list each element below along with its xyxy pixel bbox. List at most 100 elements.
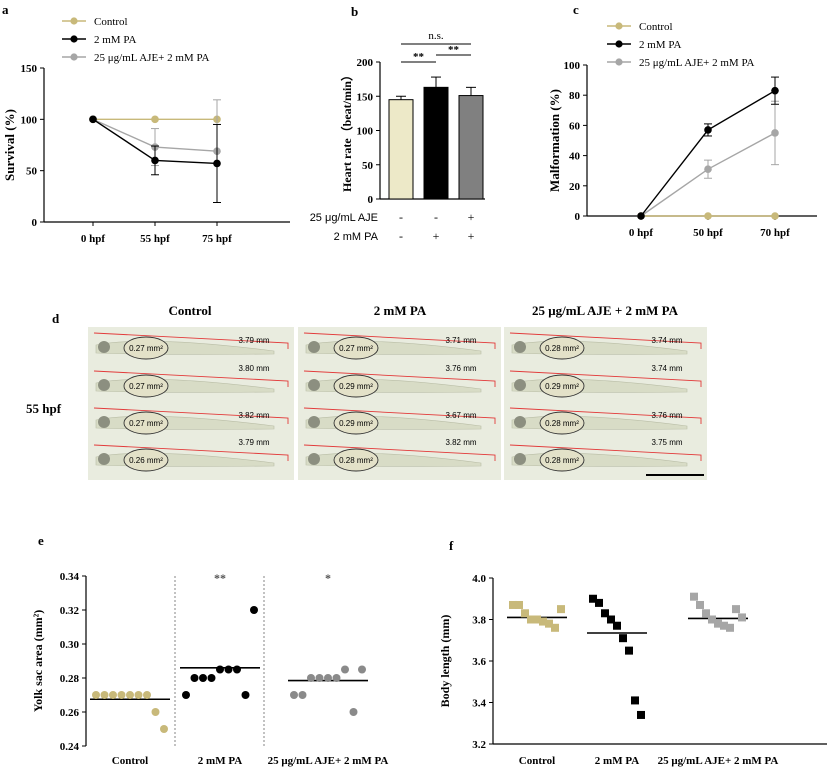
legend-label: 2 mM PA bbox=[639, 39, 681, 51]
data-point bbox=[613, 621, 621, 630]
data-point bbox=[92, 691, 100, 699]
photo-title: 25 μg/mL AJE + 2 mM PA bbox=[532, 303, 679, 318]
row1-sign: + bbox=[468, 210, 475, 224]
panel-letter: e bbox=[38, 533, 44, 548]
y-tick-label: 50 bbox=[362, 160, 374, 172]
yolk-area-label: 0.27 mm² bbox=[129, 382, 163, 391]
larva-eye bbox=[514, 453, 526, 465]
data-point bbox=[182, 691, 190, 699]
row-label-pa: 2 mM PA bbox=[334, 231, 379, 243]
panel-letter: a bbox=[2, 2, 9, 17]
x-tick-label: Control bbox=[112, 755, 148, 767]
data-point bbox=[134, 691, 143, 699]
y-tick-label: 60 bbox=[569, 120, 581, 132]
x-tick-label: 75 hpf bbox=[202, 233, 232, 245]
row-label-aje: 25 μg/mL AJE bbox=[310, 212, 378, 224]
larva-eye bbox=[98, 416, 110, 428]
length-bracket bbox=[93, 407, 289, 424]
bar bbox=[423, 86, 449, 200]
data-point bbox=[117, 691, 126, 699]
legend-marker bbox=[70, 35, 78, 43]
yolk-area-label: 0.28 mm² bbox=[545, 344, 579, 353]
y-tick-label: 0 bbox=[368, 194, 374, 206]
length-bracket bbox=[303, 407, 496, 424]
bar bbox=[458, 95, 484, 200]
yolk-area-label: 0.29 mm² bbox=[545, 382, 579, 391]
larvae-photo: 0.27 mm² 3.79 mm 0.27 mm² 3.80 mm 0.27 mm² 3.… bbox=[88, 327, 294, 480]
yolk-sac-outline bbox=[539, 336, 585, 360]
y-axis-label: Heart rate（beat/min） bbox=[339, 69, 354, 192]
yolk-sac-outline bbox=[539, 374, 585, 398]
data-point bbox=[601, 609, 609, 618]
data-point bbox=[708, 615, 716, 624]
yolk-area-label: 0.29 mm² bbox=[339, 382, 373, 391]
body-length-label: 3.74 mm bbox=[651, 364, 682, 373]
length-bracket bbox=[93, 332, 289, 349]
data-point bbox=[515, 600, 523, 609]
legend-label: 25 μg/mL AJE+ 2 mM PA bbox=[94, 52, 210, 64]
sig-label-1: ** bbox=[413, 51, 425, 63]
data-point bbox=[704, 126, 712, 134]
y-tick-label: 0 bbox=[575, 211, 581, 223]
length-bracket bbox=[509, 370, 702, 387]
data-point bbox=[290, 691, 298, 699]
y-tick-label: 200 bbox=[357, 57, 374, 69]
yolk-sac-outline bbox=[123, 336, 169, 360]
yolk-area-label: 0.27 mm² bbox=[129, 344, 163, 353]
y-tick-label: 0.26 bbox=[60, 707, 80, 719]
body-length-label: 3.76 mm bbox=[445, 364, 476, 373]
y-tick-label: 100 bbox=[21, 114, 38, 126]
x-tick-label: 50 hpf bbox=[693, 227, 723, 239]
data-point bbox=[637, 212, 645, 220]
y-tick-label: 0.24 bbox=[60, 741, 80, 753]
panel-c-malformation-chart: c 0 20 40 60 80 100 0 hpf 50 hpf 70 hpf Malformati… bbox=[547, 2, 817, 239]
yolk-area-label: 0.27 mm² bbox=[339, 344, 373, 353]
y-tick-label: 40 bbox=[569, 151, 581, 163]
data-point bbox=[213, 159, 221, 168]
data-point bbox=[595, 598, 603, 607]
yolk-sac-outline bbox=[123, 374, 169, 398]
y-tick-label: 80 bbox=[569, 90, 581, 102]
data-point bbox=[637, 710, 645, 719]
length-bracket bbox=[303, 370, 496, 387]
panel-d-larvae-images: d 55 hpf Control 2 mM PA 25 μg/mL AJE + 2 mM… bbox=[26, 303, 707, 480]
larva-eye bbox=[98, 341, 110, 353]
data-point bbox=[151, 156, 159, 165]
yolk-area-label: 0.29 mm² bbox=[339, 419, 373, 428]
larva-eye bbox=[308, 416, 320, 428]
larva-eye bbox=[308, 453, 320, 465]
data-point bbox=[126, 691, 134, 699]
data-point bbox=[732, 605, 740, 614]
data-point bbox=[619, 634, 627, 643]
y-axis-label: Malformation (%) bbox=[547, 89, 562, 192]
data-point bbox=[625, 646, 633, 655]
data-point bbox=[233, 665, 241, 674]
x-tick-label: 25 μg/mL AJE+ 2 mM PA bbox=[658, 755, 779, 767]
x-tick-label: 25 μg/mL AJE+ 2 mM PA bbox=[268, 755, 389, 767]
larva-eye bbox=[308, 379, 320, 391]
body-length-label: 3.67 mm bbox=[445, 411, 476, 420]
length-bracket bbox=[93, 370, 289, 387]
data-point bbox=[332, 674, 341, 682]
y-tick-label: 3.2 bbox=[472, 739, 486, 751]
data-point bbox=[545, 619, 553, 628]
panel-letter: f bbox=[449, 538, 454, 553]
body-length-label: 3.80 mm bbox=[238, 364, 269, 373]
y-axis-label: Yolk sac area (mm²) bbox=[31, 610, 45, 712]
data-point bbox=[607, 615, 615, 624]
sig-label: ** bbox=[214, 571, 226, 585]
legend-label: Control bbox=[639, 21, 673, 33]
data-point bbox=[358, 665, 366, 674]
data-point bbox=[720, 621, 728, 630]
data-point bbox=[324, 674, 332, 682]
bar bbox=[388, 99, 414, 200]
y-tick-label: 20 bbox=[569, 181, 581, 193]
data-point bbox=[527, 615, 535, 624]
row1-sign: - bbox=[399, 210, 403, 224]
data-point bbox=[557, 605, 565, 614]
larva-eye bbox=[514, 341, 526, 353]
length-bracket bbox=[303, 332, 496, 349]
yolk-area-label: 0.26 mm² bbox=[129, 456, 163, 465]
data-point bbox=[631, 696, 639, 705]
